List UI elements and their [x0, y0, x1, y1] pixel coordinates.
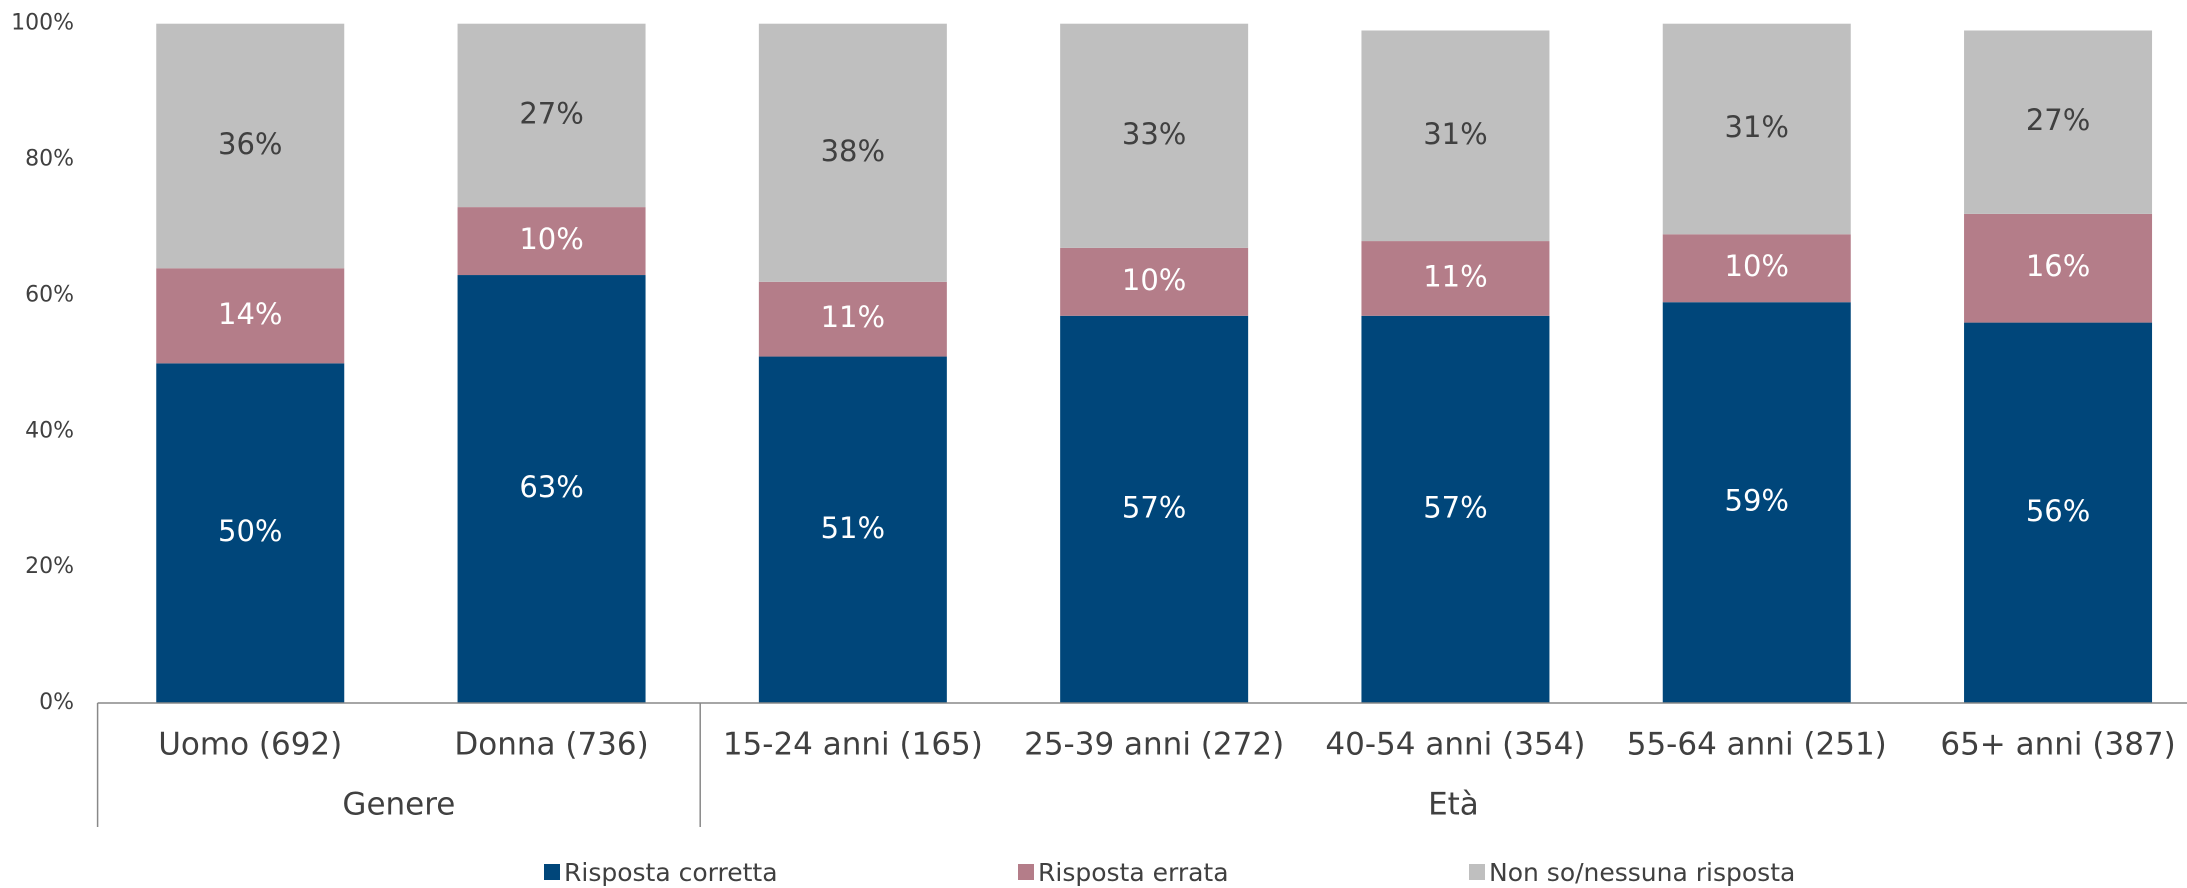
bar-segment — [1361, 30, 1550, 242]
bar-segment — [1060, 23, 1249, 248]
x-tick-label: Uomo (692) — [158, 727, 342, 763]
bar-segment — [1964, 322, 2153, 703]
bar-segment — [1060, 315, 1249, 703]
bar-segment — [1662, 23, 1851, 235]
data-label: 16% — [2026, 249, 2090, 283]
y-tick-label: 0% — [39, 690, 74, 715]
data-label: 11% — [821, 300, 885, 334]
bar-segment — [758, 356, 947, 703]
legend-label: Risposta errata — [1038, 858, 1229, 887]
y-tick-label: 80% — [25, 147, 74, 172]
data-label: 10% — [1725, 249, 1789, 283]
bar-segment — [457, 275, 646, 703]
bar-segment — [1662, 302, 1851, 703]
bar-segment — [1964, 213, 2153, 323]
data-label: 38% — [821, 134, 885, 168]
data-label: 51% — [821, 511, 885, 545]
x-tick-label: 40-54 anni (354) — [1325, 727, 1585, 763]
y-tick-label: 100% — [11, 11, 74, 36]
data-label: 27% — [519, 96, 583, 130]
data-label: 31% — [1423, 117, 1487, 151]
legend-swatch — [544, 864, 560, 880]
y-tick-label: 20% — [25, 554, 74, 579]
bar-segment — [1361, 315, 1550, 703]
data-label: 33% — [1122, 117, 1186, 151]
data-label: 14% — [218, 297, 282, 331]
data-label: 10% — [519, 222, 583, 256]
bar-segment — [758, 23, 947, 282]
legend-label: Risposta corretta — [564, 858, 778, 887]
data-label: 57% — [1122, 490, 1186, 524]
bar-segment — [1662, 234, 1851, 303]
y-tick-label: 40% — [25, 418, 74, 443]
bar-segment — [156, 268, 345, 364]
data-label: 63% — [519, 470, 583, 504]
data-label: 50% — [218, 514, 282, 548]
legend-label: Non so/nessuna risposta — [1489, 858, 1795, 887]
bar-segment — [1964, 30, 2153, 214]
y-tick-label: 60% — [25, 282, 74, 307]
bar-segment — [156, 363, 345, 703]
bar-segment — [457, 207, 646, 276]
data-label: 57% — [1423, 490, 1487, 524]
data-label: 59% — [1725, 484, 1789, 518]
bar-segment — [457, 23, 646, 208]
bar-segment — [1361, 241, 1550, 316]
bar-segment — [1060, 247, 1249, 316]
data-label: 27% — [2026, 103, 2090, 137]
x-tick-label: Donna (736) — [454, 727, 648, 763]
x-tick-label: 15-24 anni (165) — [723, 727, 983, 763]
data-label: 36% — [218, 127, 282, 161]
data-label: 10% — [1122, 263, 1186, 297]
x-tick-label: 65+ anni (387) — [1940, 727, 2175, 763]
bar-segment — [156, 23, 345, 269]
legend-swatch — [1018, 864, 1034, 880]
bar-segment — [758, 281, 947, 357]
data-label: 56% — [2026, 494, 2090, 528]
x-tick-label: 25-39 anni (272) — [1024, 727, 1284, 763]
group-label: Genere — [342, 787, 455, 823]
data-label: 11% — [1423, 259, 1487, 293]
group-label: Età — [1428, 787, 1479, 823]
legend-swatch — [1469, 864, 1485, 880]
x-tick-label: 55-64 anni (251) — [1627, 727, 1887, 763]
data-label: 31% — [1725, 110, 1789, 144]
